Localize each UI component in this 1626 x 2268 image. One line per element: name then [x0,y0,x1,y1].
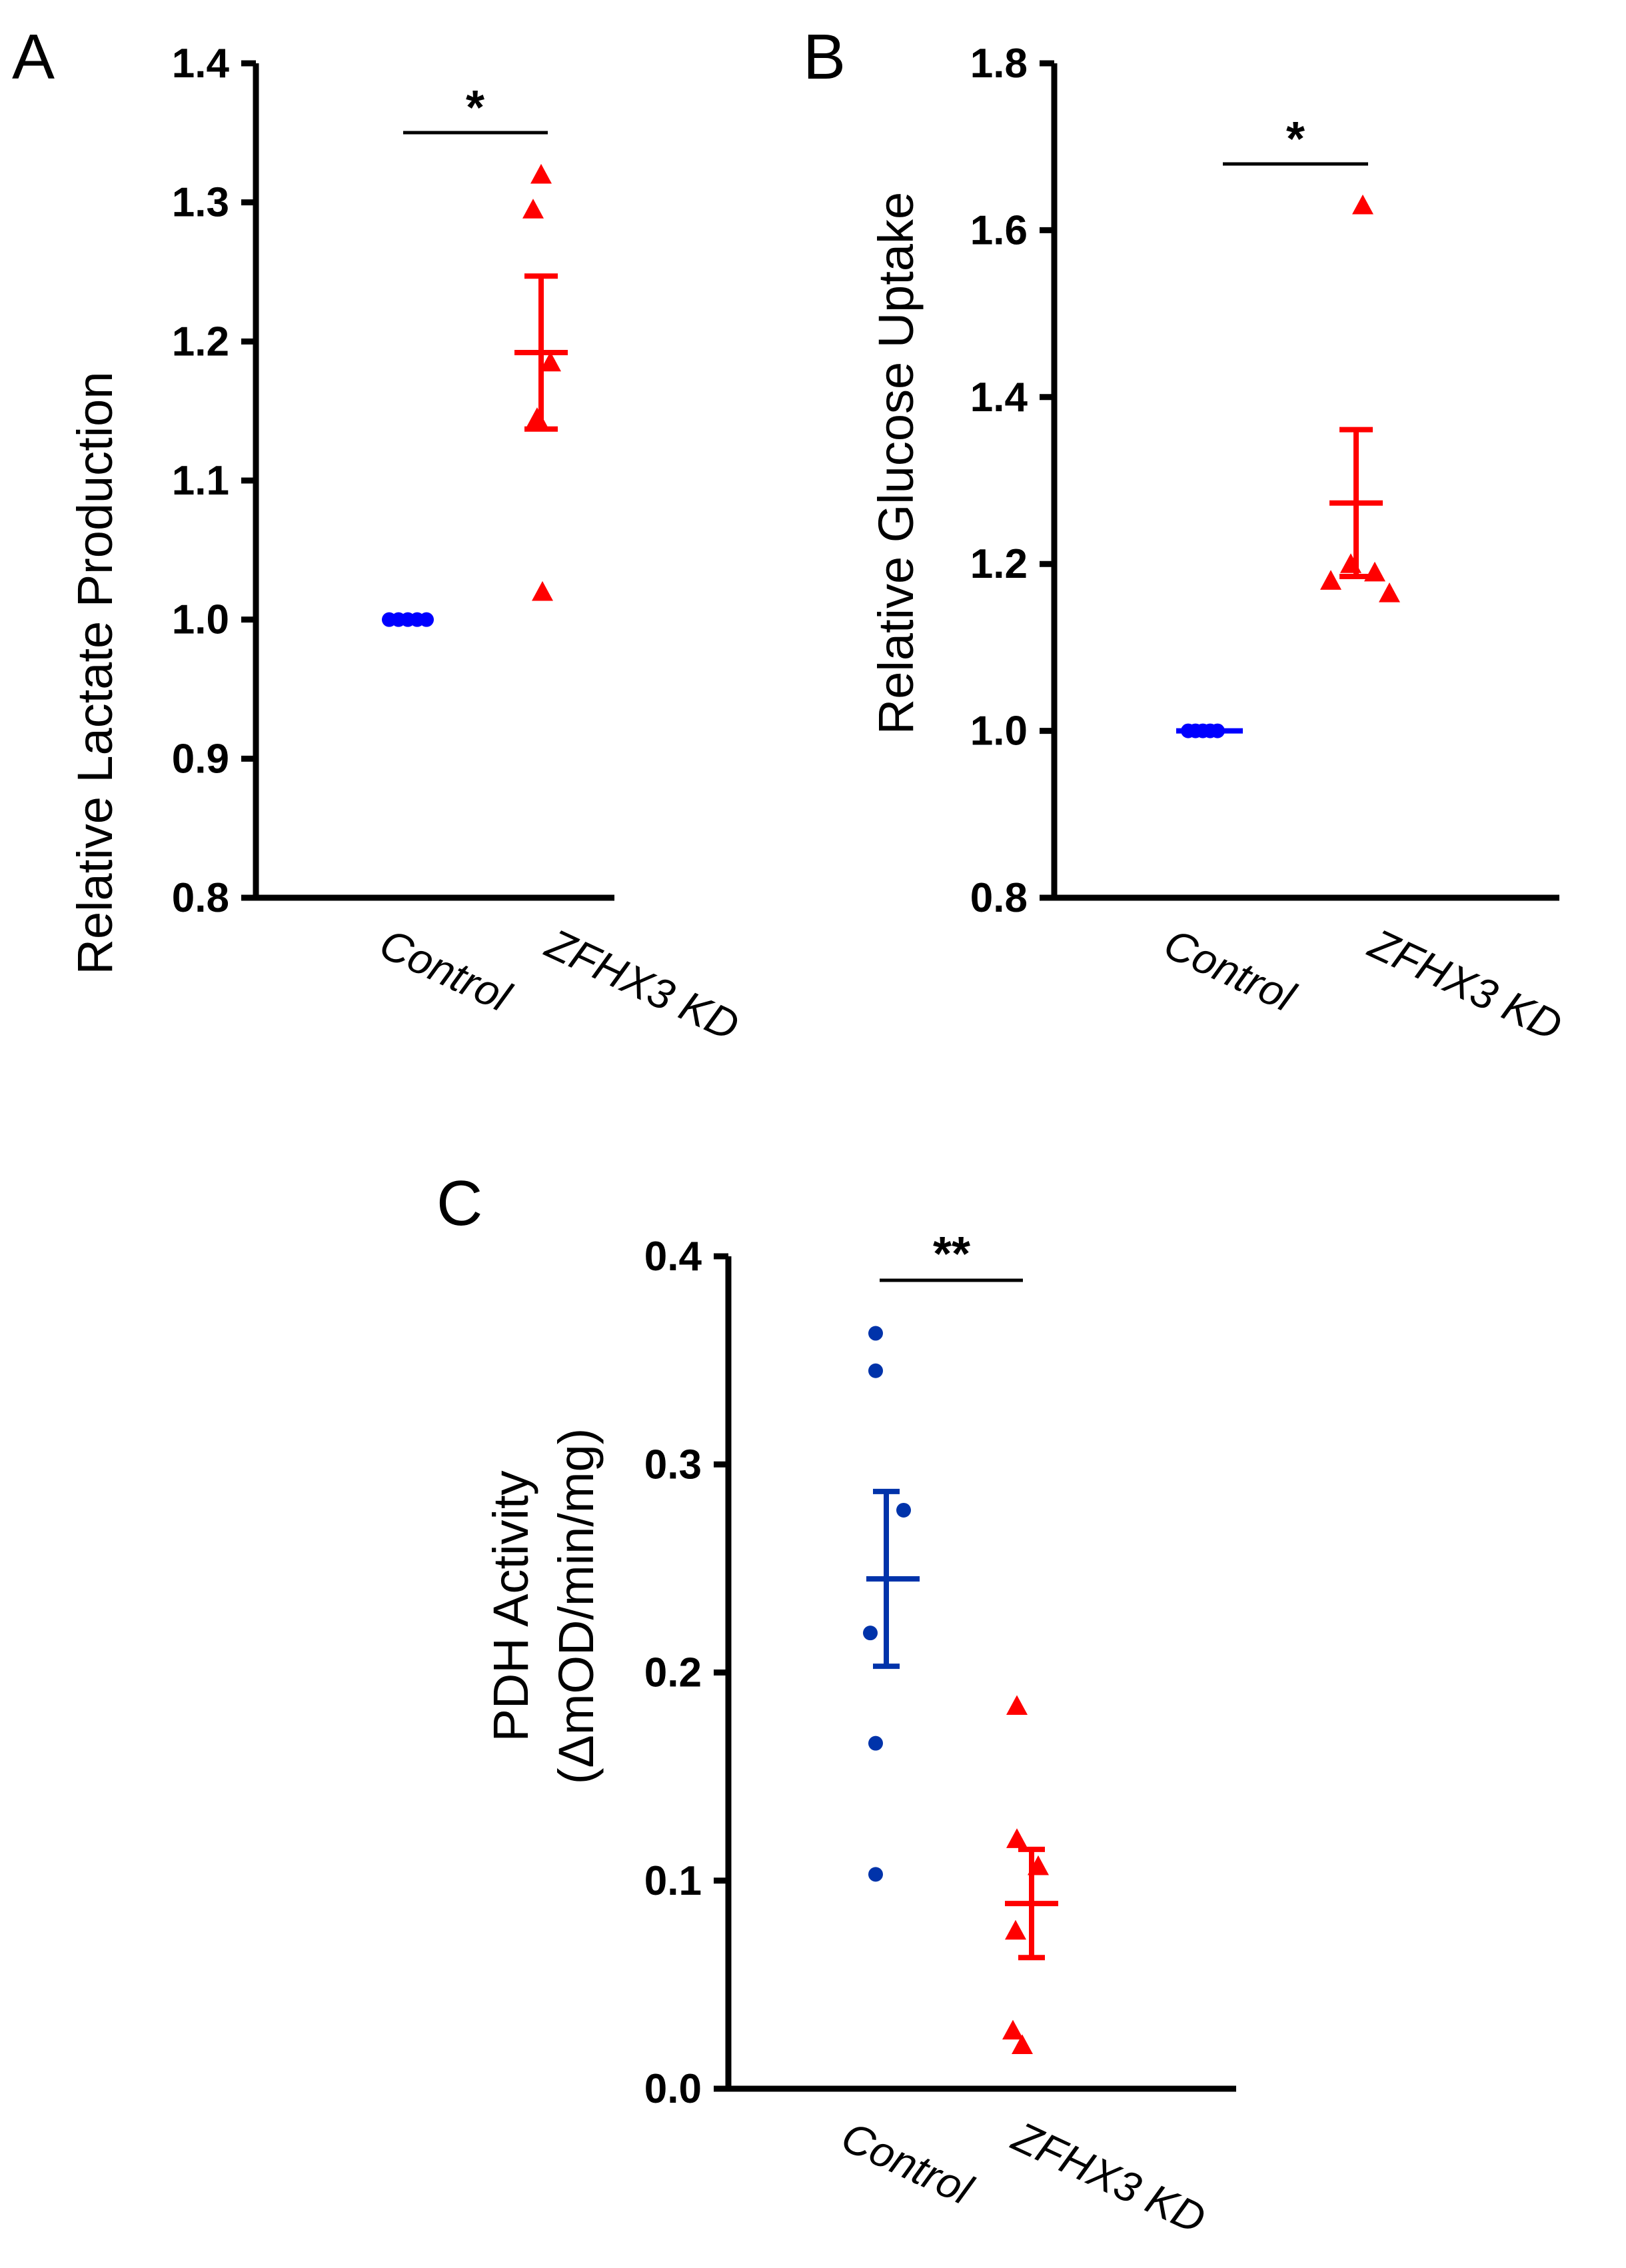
ytick-label: 1.8 [970,41,1028,87]
panel-c-ylabel-units: (ΔmOD/min/mg) [548,1428,604,1785]
panel-a-yticks: 0.8 0.9 1.0 1.1 1.2 1.3 1.4 [172,41,256,921]
panel-c-xtick-kd: ZFHX3 KD [1004,2112,1213,2243]
panel-c-ylabel: PDH Activity [483,1470,538,1741]
kd-point [530,163,552,184]
panel-b-control-series [1176,723,1243,738]
panel-a-control-series [382,612,434,627]
control-point [419,612,434,627]
panel-b-kd-errorbar [1329,427,1383,579]
panel-a-xtick-kd: ZFHX3 KD [538,919,746,1050]
panel-c-sig-label: ** [933,1228,970,1281]
panel-b-xtick-control: Control [1157,919,1303,1021]
ytick-label: 1.1 [172,458,229,504]
kd-point [1012,2034,1033,2055]
kd-point [532,580,553,601]
panel-a-kd-errorbar [514,273,568,432]
ytick-label: 1.6 [970,207,1028,253]
kd-point [1005,1919,1026,1940]
kd-point [526,407,548,427]
panel-c-letter: C [436,1168,482,1239]
panel-a-ylabel: Relative Lactate Production [67,372,123,975]
kd-point [1002,2019,1024,2040]
ytick-label: 0.1 [644,1858,702,1904]
ytick-label: 1.3 [172,180,229,226]
ytick-label: 0.9 [172,736,229,782]
ytick-label: 0.4 [644,1234,702,1280]
control-point [863,1626,878,1641]
kd-point [1379,582,1400,602]
ytick-label: 1.2 [172,319,229,365]
control-point [868,1867,883,1882]
panel-c-yticks: 0.0 0.1 0.2 0.3 0.4 [644,1234,728,2112]
ytick-label: 1.0 [172,597,229,643]
kd-point [522,199,544,219]
panel-b: B Relative Glucose Uptake 0.8 1.0 1.2 1.4 1.… [803,21,1569,1050]
ytick-label: 0.0 [644,2066,702,2112]
panel-b-xtick-kd: ZFHX3 KD [1361,919,1569,1050]
ytick-label: 1.4 [970,375,1028,421]
kd-point [1006,1695,1028,1715]
panel-a-sig-label: * [466,81,484,135]
ytick-label: 0.2 [644,1650,702,1696]
panel-b-letter: B [803,21,846,93]
control-point [868,1326,883,1341]
panel-c-errorbars [873,1488,1058,1961]
ytick-label: 0.8 [172,875,229,921]
panel-c-control-series [863,1326,920,1882]
ytick-label: 0.8 [970,875,1028,921]
control-point [868,1363,883,1378]
panel-b-yticks: 0.8 1.0 1.2 1.4 1.6 1.8 [970,41,1054,921]
panel-a-letter: A [12,21,55,93]
kd-point [1320,570,1341,590]
ytick-label: 1.2 [970,541,1028,587]
panel-b-sig-label: * [1286,113,1305,166]
panel-c-xtick-control: Control [834,2112,980,2214]
kd-point [1006,1828,1028,1848]
kd-point [540,351,561,372]
control-point [896,1502,911,1518]
ytick-label: 0.3 [644,1442,702,1488]
panel-a-xtick-control: Control [373,919,518,1021]
panel-b-ylabel: Relative Glucose Uptake [868,192,924,734]
ytick-label: 1.0 [970,708,1028,754]
panel-c-kd-series [1002,1695,1049,2055]
ytick-label: 1.4 [172,41,230,87]
control-point [868,1735,883,1751]
panel-a: A Relative Lactate Production 0.8 0.9 1.0 1… [12,21,746,1050]
kd-point [1352,194,1373,215]
panel-c: C PDH Activity (ΔmOD/min/mg) 0.00.10.20.… [436,1168,1236,2243]
panel-b-kd-series [1320,194,1400,602]
